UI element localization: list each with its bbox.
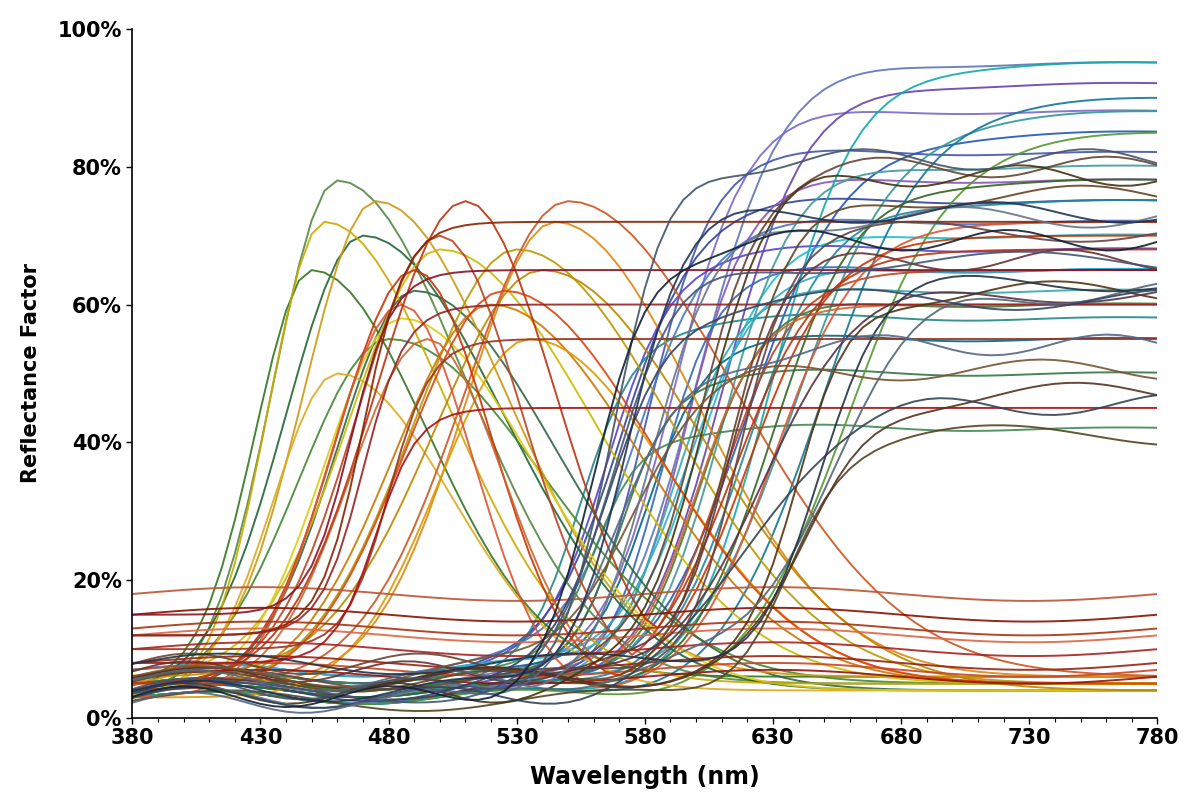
- X-axis label: Wavelength (nm): Wavelength (nm): [530, 765, 760, 789]
- Y-axis label: Reflectance Factor: Reflectance Factor: [20, 263, 41, 484]
